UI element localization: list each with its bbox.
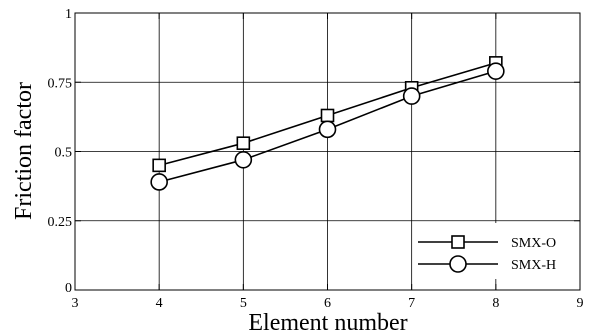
data-point-smx-h	[402, 87, 421, 105]
x-tick-label: 8	[492, 296, 499, 311]
y-tick-label: 0.25	[48, 215, 73, 230]
y-tick-label: 0	[65, 281, 72, 296]
x-tick-label: 9	[577, 296, 584, 311]
axis-ticks: 3 4 5 6 7 8 9 0 0.25 0.5 0.75 1	[48, 7, 584, 311]
data-point-smx-o	[320, 108, 335, 123]
legend-label-smx-h: SMX-H	[511, 258, 556, 273]
data-point-smx-h	[150, 173, 168, 191]
x-tick-label: 7	[408, 296, 415, 311]
x-tick-label: 4	[156, 296, 163, 311]
data-point-smx-h	[318, 120, 337, 139]
legend: SMX-O SMX-H	[414, 223, 566, 279]
data-point-smx-o	[236, 136, 251, 150]
legend-marker-smx-o	[451, 235, 465, 249]
x-tick-label: 3	[72, 296, 79, 311]
y-tick-label: 0.5	[55, 146, 73, 161]
legend-marker-smx-h	[449, 255, 467, 273]
y-axis-title: Friction factor	[11, 82, 37, 220]
series-layer	[150, 56, 505, 191]
data-point-smx-o	[152, 158, 166, 173]
y-tick-label: 0.75	[48, 76, 73, 91]
y-tick-label: 1	[65, 7, 72, 22]
x-tick-label: 5	[240, 296, 247, 311]
x-tick-label: 6	[324, 296, 331, 311]
data-point-smx-h	[234, 151, 253, 169]
series-smx-h	[150, 62, 505, 191]
x-axis-title: Element number	[248, 310, 407, 333]
legend-label-smx-o: SMX-O	[511, 236, 556, 251]
data-point-smx-h	[487, 62, 505, 80]
legend-box	[414, 223, 566, 279]
